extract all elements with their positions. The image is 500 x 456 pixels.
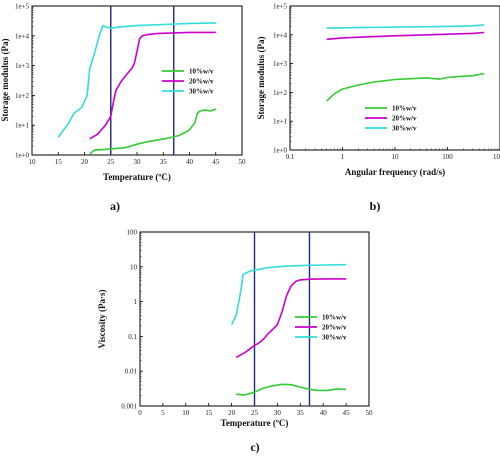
x-tick-label: 20 [228,409,236,417]
y-tick-label: 1e+3 [273,60,288,68]
legend-label: 20%w/v [189,78,214,86]
legend-label: 30%w/v [189,88,214,96]
legend: 10%w/v 20%w/v 30%w/v [365,105,417,133]
y-tick-label: 1e+5 [273,3,288,11]
series-line [326,31,485,41]
y-axis-label: Storage modulus (Pa) [256,36,266,119]
x-tick-label: 1 [341,153,345,161]
x-tick-label: 10 [392,153,400,161]
x-tick-label: 15 [55,158,63,166]
y-tick-label: 1e+2 [273,89,288,97]
y-tick-label: 1e+1 [15,122,30,130]
x-tick-label: 50 [366,409,374,417]
x-tick-label: 40 [320,409,328,417]
x-tick-label: 45 [212,158,220,166]
chart-storage-vs-frequency: 0.1 1 10 100 1000 1e+0 1e+1 1e+2 1e+3 1e+4 1e+5 10%… [256,3,500,213]
legend-label: 10%w/v [392,105,417,113]
panel-label: a) [110,199,120,213]
legend-label: 30%w/v [322,334,347,342]
series-line [235,278,347,359]
y-tick-label: 1e+0 [15,152,30,160]
x-tick-label: 30 [134,158,142,166]
y-axis-label: Storage modulus (Pa) [0,38,10,121]
x-tick-label: 25 [107,158,115,166]
series-line [236,383,347,396]
x-tick-label: 1000 [493,153,500,161]
series-line [89,31,216,140]
series-line [326,72,485,102]
y-tick-label: 1e+0 [273,147,288,155]
y-tick-label: 1e+4 [15,32,30,40]
x-axis-label: Temperature (ºC) [103,172,171,182]
panel-label: c) [250,440,259,454]
legend-label: 10%w/v [189,68,214,76]
x-axis-label: Temperature (ºC) [221,418,289,428]
series-line [57,22,216,138]
x-tick-label: 15 [205,409,213,417]
x-tick-label: 100 [442,153,453,161]
y-tick-label: 100 [127,229,138,237]
y-tick-label: 10 [130,263,138,271]
x-tick-label: 5 [161,409,165,417]
y-tick-label: 0.1 [128,333,137,341]
x-tick-label: 25 [251,409,259,417]
legend-label: 30%w/v [392,125,417,133]
panel-label: b) [370,199,381,213]
x-tick-label: 10 [182,409,190,417]
y-tick-label: 1e+2 [15,92,30,100]
y-tick-label: 0.001 [121,403,137,411]
y-tick-label: 1e+5 [15,3,30,11]
y-tick-label: 1 [134,298,138,306]
y-axis-label: Viscosity (Pa·s) [97,290,107,349]
series-line [230,263,347,325]
x-axis-label: Angular frequency (rad/s) [345,167,445,177]
x-tick-label: 35 [160,158,168,166]
y-tick-label: 1e+1 [273,118,288,126]
y-tick-label: 0.01 [125,368,138,376]
x-tick-label: 0.1 [286,153,295,161]
x-tick-label: 35 [297,409,305,417]
chart-storage-vs-temperature: 10 15 20 25 30 35 40 45 50 1e+0 1e+1 1e+2 1e+3 1e+4 1e… [0,3,246,214]
x-tick-label: 45 [343,409,351,417]
x-tick-label: 30 [274,409,282,417]
legend-label: 10%w/v [322,314,347,322]
x-tick-label: 0 [138,409,142,417]
x-tick-label: 10 [29,158,37,166]
x-tick-label: 40 [186,158,194,166]
legend-label: 20%w/v [322,324,347,332]
series-line [326,24,485,29]
x-tick-label: 20 [81,158,89,166]
series-line [89,108,217,155]
legend: 10%w/v 20%w/v 30%w/v [162,68,214,96]
y-tick-label: 1e+4 [273,31,288,39]
legend: 10%w/v 20%w/v 30%w/v [295,314,347,342]
x-tick-label: 50 [239,158,247,166]
chart-viscosity-vs-temperature: 0 5 10 15 20 25 30 35 40 45 50 0.001 0.01 0.1 1 10 100 10… [97,229,373,455]
y-tick-label: 1e+3 [15,62,30,70]
legend-label: 20%w/v [392,115,417,123]
